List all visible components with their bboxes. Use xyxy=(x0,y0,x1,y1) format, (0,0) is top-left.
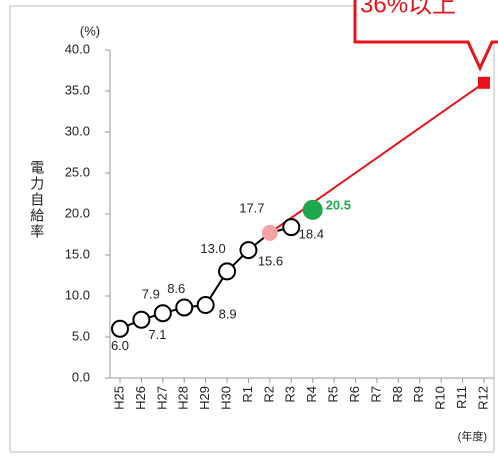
y-tick-label: 0.0 xyxy=(72,369,90,384)
marker xyxy=(261,224,278,241)
target-marker xyxy=(478,76,490,89)
y-tick-label: 5.0 xyxy=(72,328,90,343)
x-unit: (年度) xyxy=(458,429,487,443)
x-tick-label: H27 xyxy=(154,386,169,410)
y-tick-label: 40.0 xyxy=(65,41,90,56)
y-tick-label: 15.0 xyxy=(65,246,90,261)
x-tick-label: R1 xyxy=(240,386,255,403)
x-tick-label: R6 xyxy=(347,386,362,403)
x-tick-label: H25 xyxy=(111,386,126,410)
marker xyxy=(175,298,194,317)
data-label: 8.9 xyxy=(219,306,237,321)
data-label: 15.6 xyxy=(258,254,283,269)
chart-frame xyxy=(9,5,495,453)
marker xyxy=(111,319,129,338)
marker xyxy=(282,218,301,237)
data-label: 13.0 xyxy=(200,241,225,256)
y-tick-label: 25.0 xyxy=(65,164,90,179)
y-tick-label: 35.0 xyxy=(65,82,90,97)
data-label: 7.1 xyxy=(148,327,166,342)
x-tick-label: R7 xyxy=(368,386,383,403)
y-tick-label: 30.0 xyxy=(65,123,90,138)
x-tick-label: H30 xyxy=(218,386,233,410)
x-tick-label: R11 xyxy=(454,386,469,409)
x-tick-label: R5 xyxy=(326,386,341,403)
data-label: 7.9 xyxy=(142,287,160,302)
highlight-marker xyxy=(302,199,323,220)
y-unit: (%) xyxy=(80,23,100,38)
x-tick-label: R8 xyxy=(390,386,405,403)
marker xyxy=(132,310,151,329)
data-label: 6.0 xyxy=(111,338,129,353)
x-tick-label: R9 xyxy=(411,386,426,403)
marker xyxy=(196,296,215,315)
callout-box xyxy=(353,0,498,72)
data-label: 18.4 xyxy=(299,227,324,242)
x-tick-label: R2 xyxy=(261,386,276,403)
x-tick-label: R3 xyxy=(283,386,298,403)
x-tick-label: H28 xyxy=(176,386,191,410)
marker xyxy=(239,241,258,260)
target-line xyxy=(269,81,485,234)
x-tick-label: R12 xyxy=(475,386,490,410)
x-tick-label: H29 xyxy=(197,386,212,410)
y-tick-label: 20.0 xyxy=(65,205,90,220)
data-label: 20.5 xyxy=(326,197,351,212)
y-axis-label: 電力自給率 xyxy=(29,160,45,240)
data-label: 8.6 xyxy=(167,281,185,296)
y-tick-label: 10.0 xyxy=(65,287,90,302)
callout-text: 36%以上 xyxy=(360,0,456,18)
x-tick-label: R10 xyxy=(433,386,448,410)
marker xyxy=(218,262,237,281)
marker xyxy=(153,304,172,323)
x-tick-label: H26 xyxy=(133,386,148,410)
data-label: 17.7 xyxy=(239,200,264,215)
x-tick-label: R4 xyxy=(304,386,319,403)
